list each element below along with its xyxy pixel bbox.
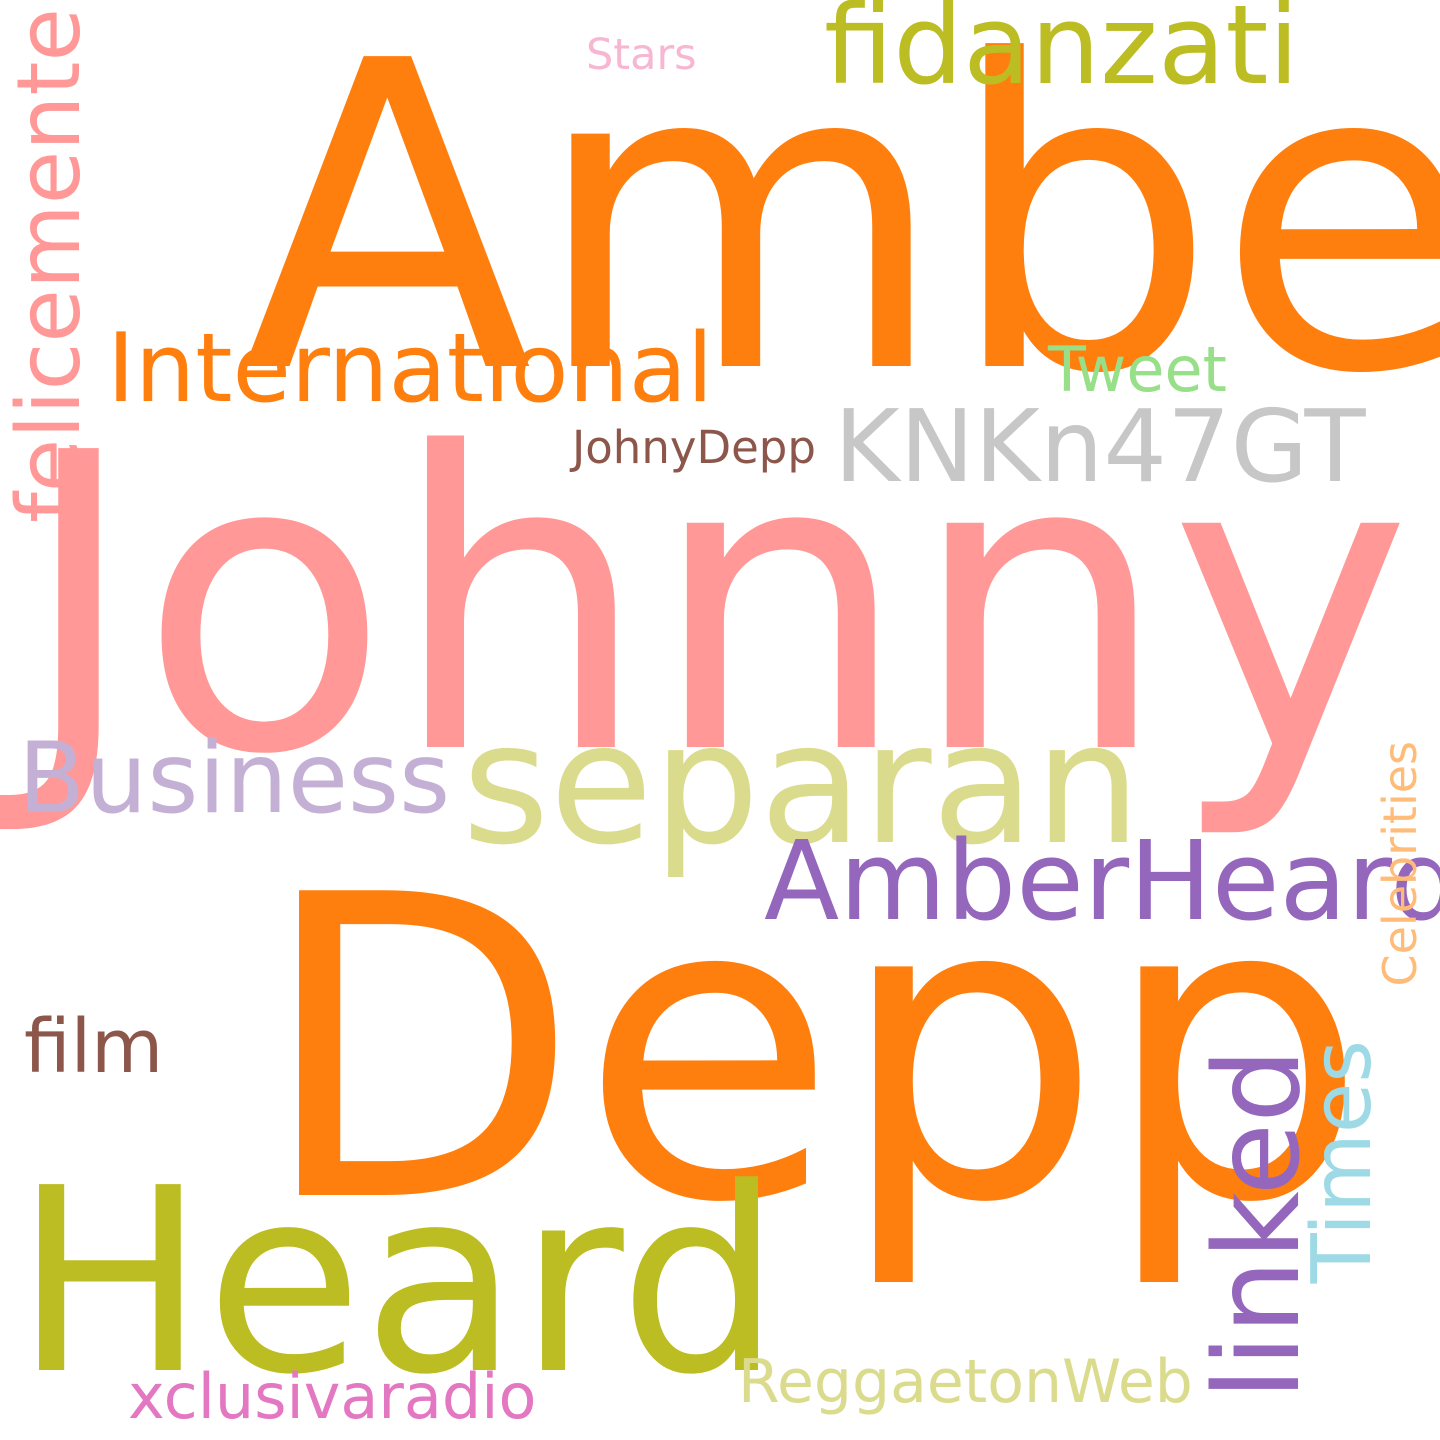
word-johnydepp: JohnyDepp bbox=[572, 421, 816, 474]
word-film: film bbox=[24, 1004, 164, 1090]
word-separan: separan bbox=[462, 686, 1141, 882]
word-times: Times bbox=[1295, 1040, 1390, 1284]
word-heard: Heard bbox=[14, 1134, 782, 1431]
word-xclusivaradio: xclusivaradio bbox=[128, 1360, 537, 1433]
word-depp: Depp bbox=[258, 807, 1368, 1294]
word-knkn47gt: KNKn47GT bbox=[834, 388, 1366, 505]
word-amberheard: AmberHeard bbox=[764, 817, 1440, 945]
word-johnny: Johnny bbox=[18, 366, 1412, 844]
word-fidanzati: fidanzati bbox=[824, 0, 1300, 109]
word-international: International bbox=[107, 314, 714, 424]
word-tweet: Tweet bbox=[1048, 333, 1227, 406]
word-stars: Stars bbox=[586, 30, 697, 80]
word-celebrities: Celebrities bbox=[1373, 741, 1427, 987]
word-reggaetonweb: ReggaetonWeb bbox=[738, 1347, 1193, 1417]
word-amber: Amber bbox=[242, 0, 1440, 467]
word-business: Business bbox=[18, 722, 451, 836]
